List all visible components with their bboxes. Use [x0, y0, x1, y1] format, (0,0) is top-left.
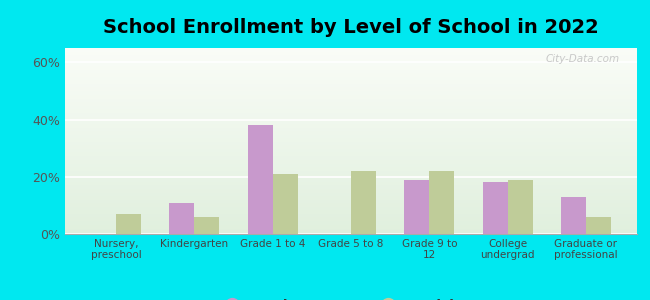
Bar	[194, 217, 220, 234]
Bar	[404, 180, 429, 234]
Bar	[508, 180, 533, 234]
Bar	[248, 125, 273, 234]
Text: City-Data.com: City-Data.com	[546, 54, 620, 64]
Bar	[482, 182, 508, 234]
Title: School Enrollment by Level of School in 2022: School Enrollment by Level of School in …	[103, 18, 599, 37]
Bar	[429, 171, 454, 234]
Bar	[273, 174, 298, 234]
Bar	[586, 217, 611, 234]
Bar	[169, 202, 194, 234]
Bar	[116, 214, 141, 234]
Legend: Mathews, LA, Louisiana: Mathews, LA, Louisiana	[213, 293, 489, 300]
Bar	[561, 197, 586, 234]
Bar	[351, 171, 376, 234]
